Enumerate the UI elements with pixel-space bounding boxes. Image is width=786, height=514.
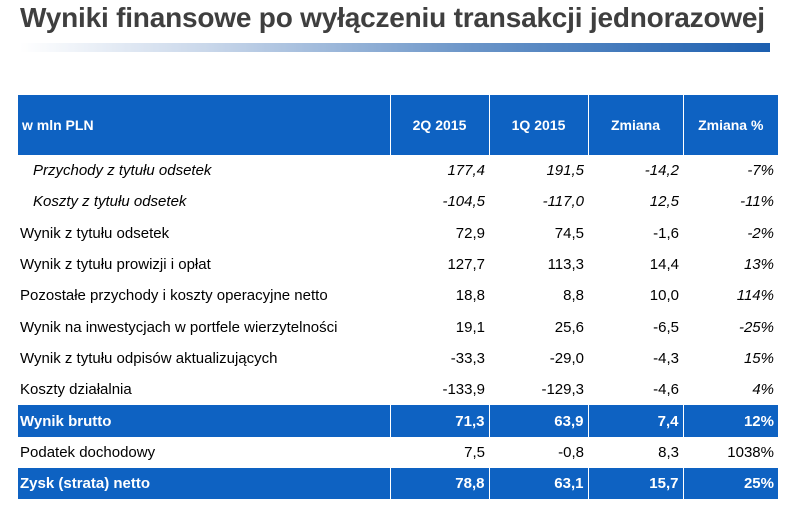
cell-2q: 78,8 [389,467,489,500]
cell-change-pct: 13% [743,256,774,274]
cell-1q: -117,0 [542,193,584,211]
cell-change-pct: 25% [682,467,778,500]
cell-2q: 19,1 [455,318,485,336]
cell-change-pct: 4% [752,381,774,399]
row-label: Zysk (strata) netto [18,467,390,500]
cell-2q: 18,8 [455,287,485,305]
cell-1q: -0,8 [558,443,584,461]
table-row: Wynik z tytułu prowizji i opłat 127,7 11… [18,249,778,280]
table-row: Koszty z tytułu odsetek -104,5 -117,0 12… [18,186,778,217]
table-header-row: w mln PLN 2Q 2015 1Q 2015 Zmiana Zmiana … [18,95,778,155]
header-change: Zmiana [587,95,683,155]
table-row: Wynik z tytułu odpisów aktualizujących -… [18,343,778,374]
cell-change-pct: -25% [738,318,774,336]
header-1q-2015: 1Q 2015 [488,95,588,155]
cell-change-pct: 1038% [727,443,774,461]
row-label: Koszty z tytułu odsetek [33,193,187,211]
cell-change: -4,6 [653,381,679,399]
row-label: Przychody z tytułu odsetek [33,162,212,180]
header-2q-2015: 2Q 2015 [389,95,489,155]
cell-2q: 127,7 [447,256,485,274]
header-change-pct: Zmiana % [682,95,778,155]
cell-2q: 71,3 [389,405,489,437]
table-row: Przychody z tytułu odsetek 177,4 191,5 -… [18,155,778,186]
cell-change-pct: -11% [740,193,774,211]
cell-change-pct: 114% [736,287,774,305]
cell-1q: 8,8 [563,287,584,305]
table-row: Wynik na inwestycjach w portfele wierzyt… [18,311,778,342]
cell-1q: 25,6 [554,318,584,336]
cell-change-pct: -7% [747,162,774,180]
cell-change: -1,6 [653,224,679,242]
cell-change-pct: 12% [682,405,778,437]
cell-1q: -129,3 [541,381,584,399]
table-row-highlight: Wynik brutto 71,3 63,9 7,4 12% [18,405,778,437]
page-title: Wyniki finansowe po wyłączeniu transakcj… [20,2,765,33]
row-label: Wynik z tytułu prowizji i opłat [20,256,211,274]
row-label: Koszty działalnia [20,381,132,399]
table-row: Podatek dochodowy 7,5 -0,8 8,3 1038% [18,437,778,468]
cell-change: -14,2 [644,162,679,180]
table-row: Koszty działalnia -133,9 -129,3 -4,6 4% [18,374,778,405]
cell-1q: 113,3 [547,256,584,274]
cell-2q: -33,3 [450,349,485,367]
cell-change: -6,5 [653,318,679,336]
cell-change: -4,3 [653,349,679,367]
cell-change: 12,5 [649,193,679,211]
cell-1q: 63,9 [488,405,588,437]
cell-change: 7,4 [587,405,683,437]
cell-1q: 191,5 [546,162,584,180]
cell-1q: -29,0 [549,349,584,367]
header-unit: w mln PLN [18,95,390,155]
cell-2q: 177,4 [447,162,485,180]
row-label: Wynik z tytułu odsetek [20,224,170,242]
cell-1q: 74,5 [554,224,584,242]
row-label: Wynik z tytułu odpisów aktualizujących [20,349,278,367]
row-label: Wynik na inwestycjach w portfele wierzyt… [20,318,338,336]
financial-results-table: w mln PLN 2Q 2015 1Q 2015 Zmiana Zmiana … [18,95,778,500]
row-label: Podatek dochodowy [20,443,156,461]
row-label: Wynik brutto [18,405,390,437]
cell-2q: 72,9 [455,224,485,242]
cell-change-pct: -2% [747,224,774,242]
row-label: Pozostałe przychody i koszty operacyjne … [20,287,328,305]
cell-change: 14,4 [649,256,679,274]
cell-change-pct: 15% [743,349,774,367]
cell-2q: -133,9 [442,381,485,399]
title-underline-bar [20,43,770,52]
cell-change: 15,7 [587,467,683,500]
table-row: Wynik z tytułu odsetek 72,9 74,5 -1,6 -2… [18,218,778,249]
cell-change: 8,3 [658,443,679,461]
cell-change: 10,0 [649,287,679,305]
cell-2q: -104,5 [442,193,485,211]
cell-2q: 7,5 [464,443,485,461]
table-row: Pozostałe przychody i koszty operacyjne … [18,280,778,311]
table-row-highlight: Zysk (strata) netto 78,8 63,1 15,7 25% [18,467,778,500]
cell-1q: 63,1 [488,467,588,500]
